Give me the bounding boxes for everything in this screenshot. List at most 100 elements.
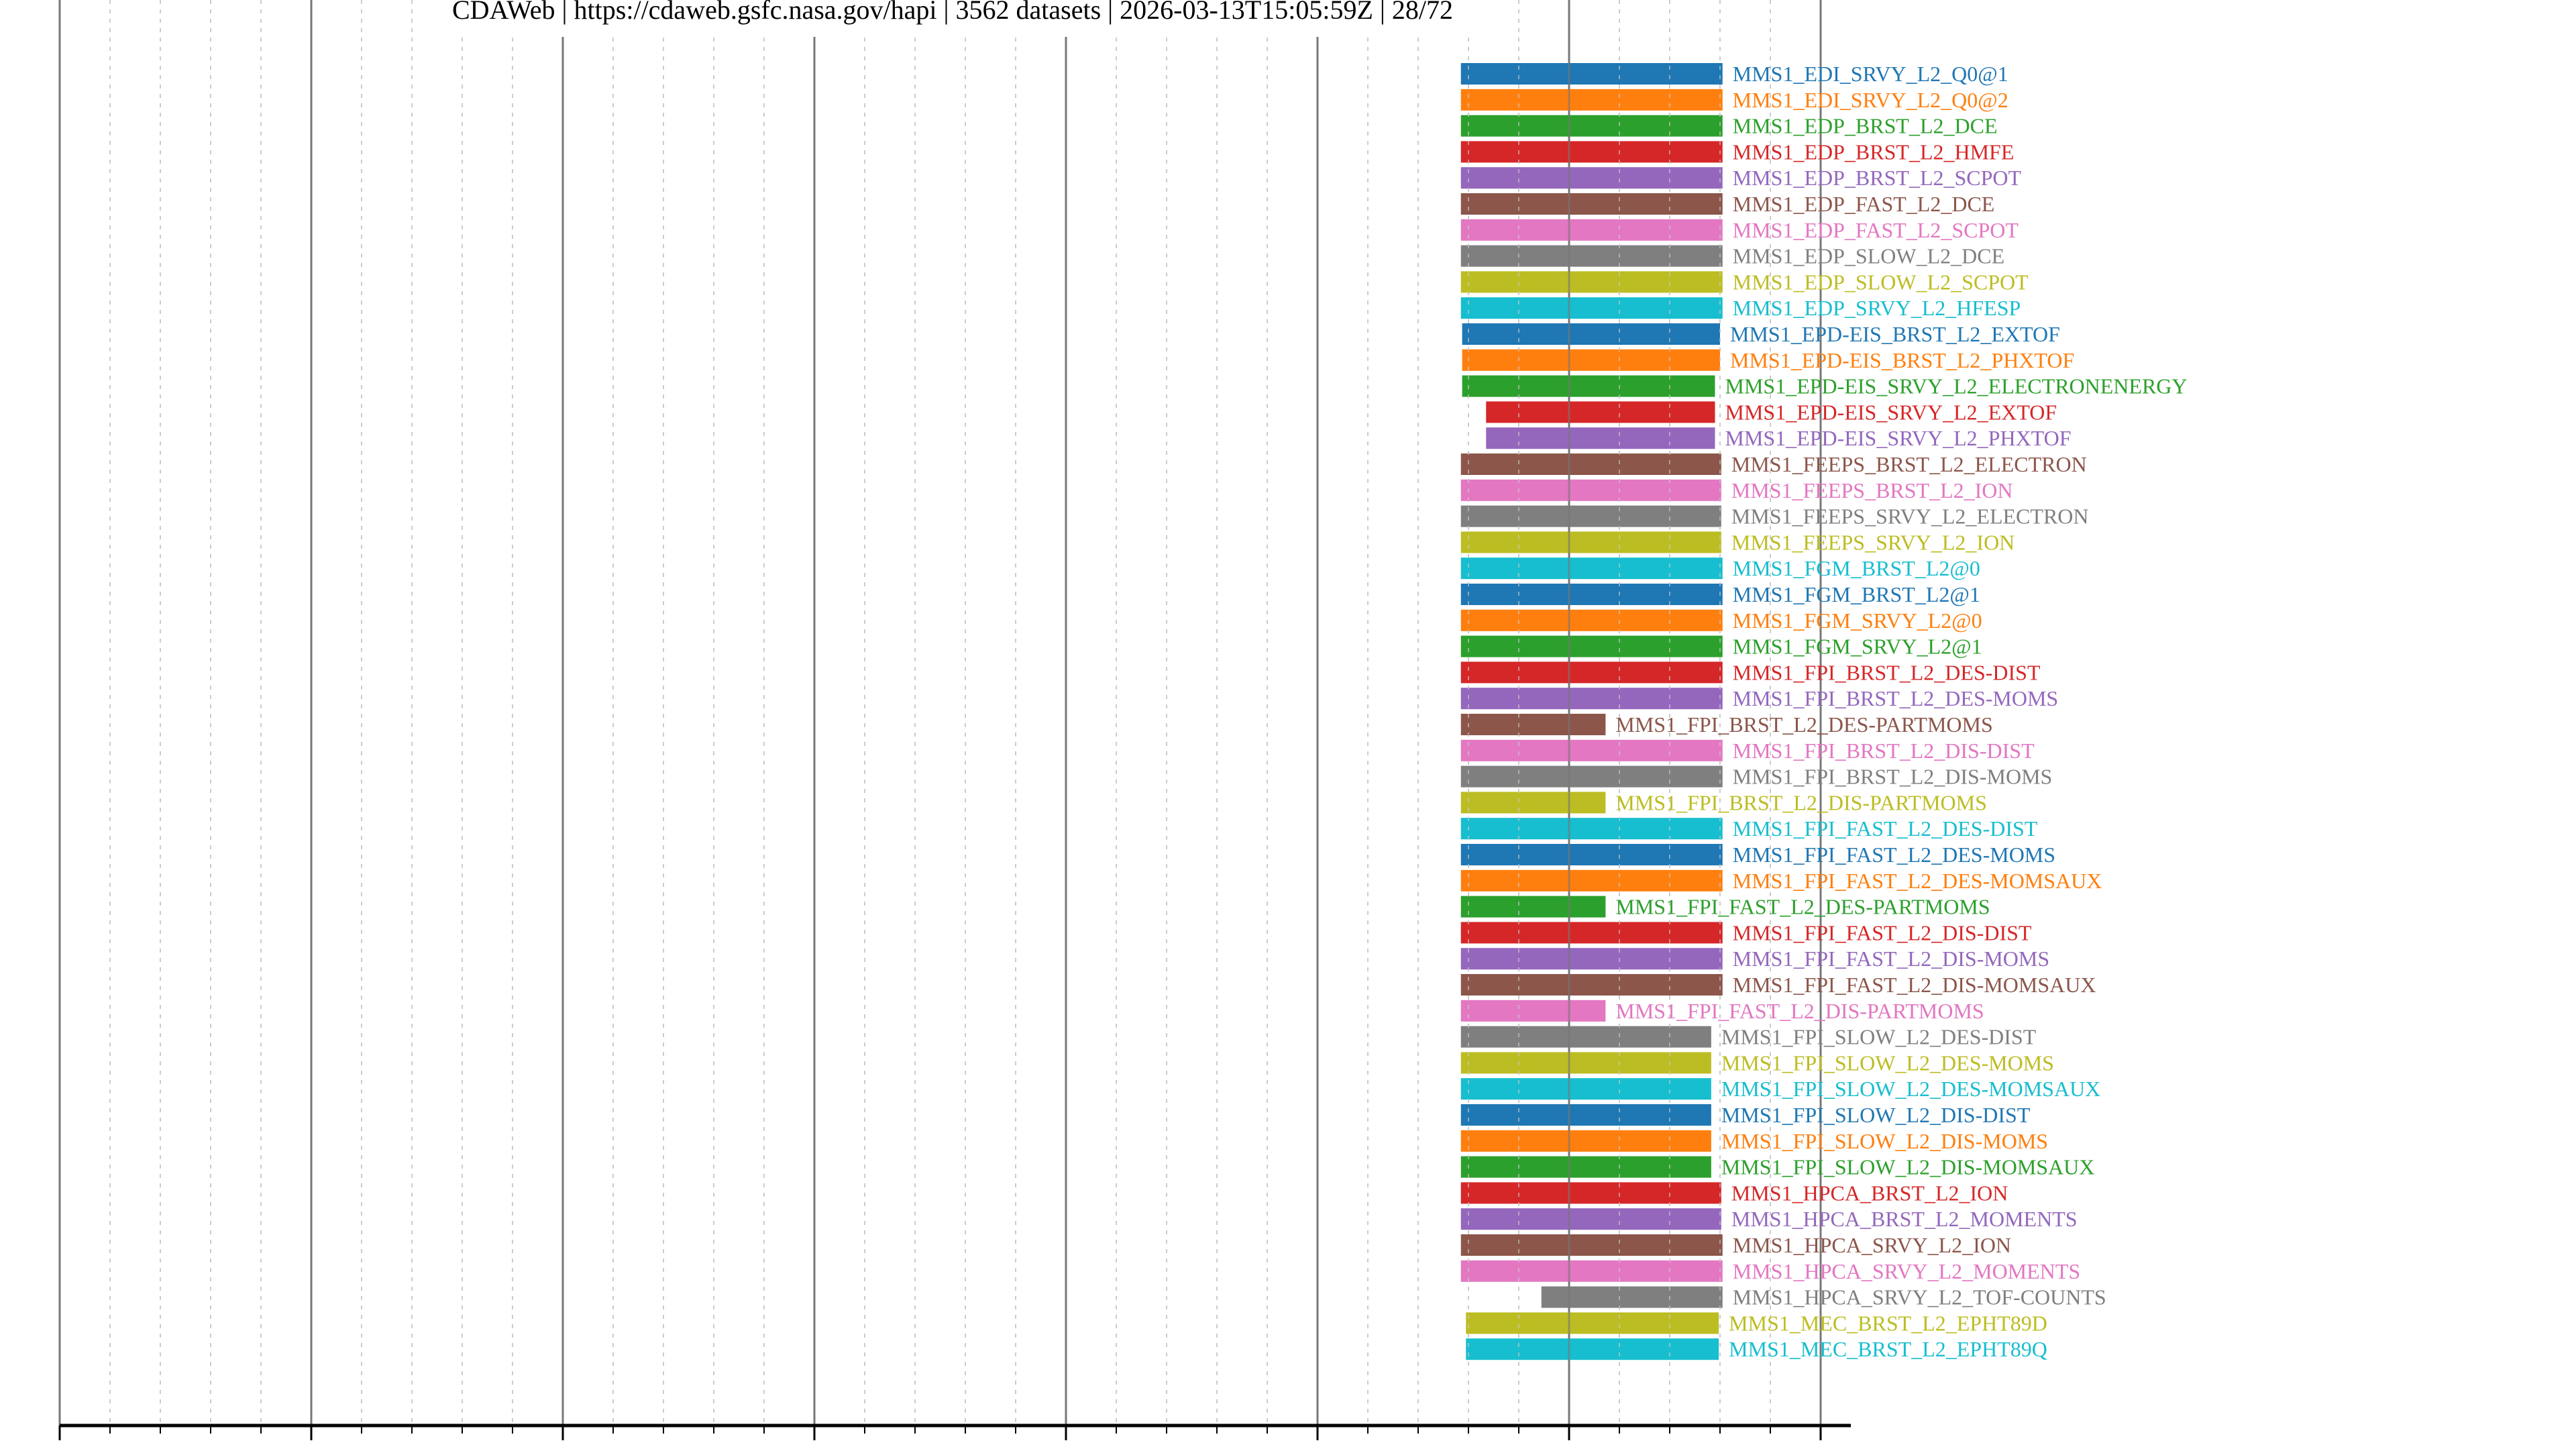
dataset-bar[interactable] bbox=[1460, 271, 1723, 293]
dataset-label[interactable]: MMS1_HPCA_BRST_L2_MOMENTS bbox=[1731, 1207, 2078, 1231]
dataset-label[interactable]: MMS1_FEEPS_SRVY_L2_ION bbox=[1731, 530, 2015, 554]
dataset-label[interactable]: MMS1_FPI_FAST_L2_DIS-DIST bbox=[1733, 920, 2032, 945]
dataset-bar[interactable] bbox=[1460, 141, 1723, 163]
dataset-bar[interactable] bbox=[1460, 609, 1723, 631]
dataset-label[interactable]: MMS1_FPI_FAST_L2_DES-MOMS bbox=[1733, 843, 2055, 867]
dataset-label[interactable]: MMS1_FPI_SLOW_L2_DES-DIST bbox=[1721, 1025, 2037, 1049]
dataset-bar[interactable] bbox=[1460, 1208, 1721, 1230]
dataset-bar[interactable] bbox=[1460, 584, 1723, 605]
dataset-label[interactable]: MMS1_FGM_BRST_L2@1 bbox=[1733, 582, 1980, 606]
dataset-label[interactable]: MMS1_EPD-EIS_SRVY_L2_EXTOF bbox=[1725, 400, 2057, 424]
dataset-label[interactable]: MMS1_HPCA_SRVY_L2_TOF-COUNTS bbox=[1733, 1285, 2106, 1309]
dataset-bar[interactable] bbox=[1460, 167, 1723, 189]
dataset-label[interactable]: MMS1_EPD-EIS_SRVY_L2_ELECTRONENERGY bbox=[1725, 374, 2188, 398]
dataset-bar[interactable] bbox=[1460, 531, 1721, 553]
dataset-bar[interactable] bbox=[1460, 219, 1723, 241]
dataset-bar[interactable] bbox=[1460, 193, 1723, 215]
dataset-label[interactable]: MMS1_EDI_SRVY_L2_Q0@2 bbox=[1733, 88, 2008, 112]
dataset-bar[interactable] bbox=[1460, 792, 1606, 814]
dataset-label[interactable]: MMS1_FPI_BRST_L2_DIS-PARTMOMS bbox=[1615, 790, 1987, 814]
dataset-label[interactable]: MMS1_FPI_SLOW_L2_DES-MOMS bbox=[1721, 1051, 2054, 1075]
dataset-bar[interactable] bbox=[1460, 635, 1723, 657]
dataset-label[interactable]: MMS1_EDI_SRVY_L2_Q0@1 bbox=[1733, 62, 2008, 86]
dataset-bar[interactable] bbox=[1460, 1104, 1711, 1126]
dataset-label[interactable]: MMS1_FPI_BRST_L2_DIS-MOMS bbox=[1733, 765, 2053, 789]
dataset-label[interactable]: MMS1_FGM_SRVY_L2@1 bbox=[1733, 635, 1982, 659]
dataset-bar[interactable] bbox=[1460, 765, 1723, 788]
dataset-bar[interactable] bbox=[1466, 1312, 1719, 1334]
dataset-bar[interactable] bbox=[1460, 688, 1723, 710]
dataset-label[interactable]: MMS1_EDP_FAST_L2_SCPOT bbox=[1733, 218, 2019, 242]
dataset-bar[interactable] bbox=[1460, 1156, 1711, 1178]
dataset-label[interactable]: MMS1_EDP_SLOW_L2_SCPOT bbox=[1733, 270, 2029, 294]
dataset-label[interactable]: MMS1_FPI_FAST_L2_DES-DIST bbox=[1733, 816, 2038, 841]
dataset-label[interactable]: MMS1_FPI_SLOW_L2_DIS-DIST bbox=[1721, 1103, 2031, 1127]
dataset-bar[interactable] bbox=[1460, 948, 1723, 970]
dataset-bar[interactable] bbox=[1460, 1000, 1606, 1022]
dataset-bar[interactable] bbox=[1460, 89, 1723, 111]
dataset-label[interactable]: MMS1_MEC_BRST_L2_EPHT89D bbox=[1729, 1311, 2047, 1335]
dataset-label[interactable]: MMS1_HPCA_SRVY_L2_ION bbox=[1733, 1233, 2011, 1257]
dataset-bar[interactable] bbox=[1462, 349, 1720, 371]
dataset-label[interactable]: MMS1_EPD-EIS_SRVY_L2_PHXTOF bbox=[1725, 426, 2072, 450]
dataset-label[interactable]: MMS1_FPI_FAST_L2_DIS-MOMSAUX bbox=[1733, 973, 2096, 997]
dataset-bar[interactable] bbox=[1462, 323, 1720, 345]
dataset-label[interactable]: MMS1_FPI_BRST_L2_DIS-DIST bbox=[1733, 739, 2035, 763]
dataset-bar[interactable] bbox=[1541, 1286, 1723, 1308]
dataset-bar[interactable] bbox=[1460, 739, 1723, 761]
dataset-label[interactable]: MMS1_FPI_SLOW_L2_DIS-MOMSAUX bbox=[1721, 1155, 2095, 1179]
dataset-label[interactable]: MMS1_EDP_FAST_L2_DCE bbox=[1733, 192, 1995, 216]
dataset-label[interactable]: MMS1_MEC_BRST_L2_EPHT89Q bbox=[1729, 1337, 2047, 1361]
dataset-bar[interactable] bbox=[1460, 896, 1606, 918]
dataset-label[interactable]: MMS1_FGM_SRVY_L2@0 bbox=[1733, 608, 1982, 633]
dataset-bar[interactable] bbox=[1460, 714, 1606, 735]
dataset-label[interactable]: MMS1_EPD-EIS_BRST_L2_EXTOF bbox=[1730, 322, 2060, 346]
dataset-label[interactable]: MMS1_FPI_SLOW_L2_DES-MOMSAUX bbox=[1721, 1077, 2100, 1101]
dataset-label[interactable]: MMS1_FGM_BRST_L2@0 bbox=[1733, 556, 1980, 580]
dataset-bar[interactable] bbox=[1460, 245, 1723, 267]
dataset-bar[interactable] bbox=[1486, 401, 1715, 423]
dataset-bar[interactable] bbox=[1460, 1130, 1711, 1152]
dataset-label[interactable]: MMS1_FPI_BRST_L2_DES-MOMS bbox=[1733, 686, 2058, 710]
dataset-label[interactable]: MMS1_EDP_BRST_L2_SCPOT bbox=[1733, 166, 2022, 190]
dataset-label[interactable]: MMS1_FPI_FAST_L2_DIS-PARTMOMS bbox=[1615, 999, 1984, 1023]
dataset-label[interactable]: MMS1_HPCA_BRST_L2_ION bbox=[1731, 1181, 2008, 1205]
dataset-bar[interactable] bbox=[1460, 557, 1723, 580]
dataset-bar[interactable] bbox=[1460, 1052, 1711, 1074]
dataset-bar[interactable] bbox=[1460, 1182, 1721, 1204]
dataset-bar[interactable] bbox=[1460, 115, 1723, 137]
dataset-bar[interactable] bbox=[1460, 1234, 1723, 1256]
dataset-label[interactable]: MMS1_EDP_BRST_L2_DCE bbox=[1733, 114, 1998, 138]
dataset-label[interactable]: MMS1_FPI_FAST_L2_DES-PARTMOMS bbox=[1615, 895, 1990, 919]
dataset-bar[interactable] bbox=[1462, 375, 1715, 397]
dataset-label[interactable]: MMS1_FPI_BRST_L2_DES-DIST bbox=[1733, 660, 2041, 684]
dataset-label[interactable]: MMS1_FEEPS_BRST_L2_ELECTRON bbox=[1731, 452, 2087, 476]
dataset-label[interactable]: MMS1_FPI_BRST_L2_DES-PARTMOMS bbox=[1615, 712, 1992, 737]
dataset-label[interactable]: MMS1_EDP_SRVY_L2_HFESP bbox=[1733, 296, 2021, 320]
dataset-label[interactable]: MMS1_HPCA_SRVY_L2_MOMENTS bbox=[1733, 1259, 2080, 1283]
dataset-bar[interactable] bbox=[1486, 427, 1715, 449]
dataset-bar[interactable] bbox=[1460, 453, 1721, 475]
dataset-bar[interactable] bbox=[1460, 505, 1721, 527]
dataset-bar[interactable] bbox=[1466, 1338, 1719, 1360]
dataset-bar[interactable] bbox=[1460, 1260, 1723, 1282]
dataset-label[interactable]: MMS1_FPI_FAST_L2_DIS-MOMS bbox=[1733, 947, 2049, 971]
dataset-label[interactable]: MMS1_EDP_BRST_L2_HMFE bbox=[1733, 140, 2015, 164]
dataset-bar[interactable] bbox=[1460, 297, 1723, 319]
dataset-bar[interactable] bbox=[1460, 818, 1723, 840]
dataset-bar[interactable] bbox=[1460, 1026, 1711, 1048]
dataset-label[interactable]: MMS1_EPD-EIS_BRST_L2_PHXTOF bbox=[1730, 348, 2074, 372]
dataset-bar[interactable] bbox=[1460, 869, 1723, 892]
dataset-bar[interactable] bbox=[1460, 661, 1723, 684]
dataset-bar[interactable] bbox=[1460, 1078, 1711, 1100]
dataset-bar[interactable] bbox=[1460, 479, 1721, 501]
dataset-label[interactable]: MMS1_EDP_SLOW_L2_DCE bbox=[1733, 244, 2004, 268]
dataset-bar[interactable] bbox=[1460, 922, 1723, 944]
dataset-bar[interactable] bbox=[1460, 844, 1723, 865]
dataset-bar[interactable] bbox=[1460, 974, 1723, 996]
dataset-label[interactable]: MMS1_FEEPS_SRVY_L2_ELECTRON bbox=[1731, 504, 2089, 529]
dataset-label[interactable]: MMS1_FPI_FAST_L2_DES-MOMSAUX bbox=[1733, 869, 2102, 893]
dataset-bar[interactable] bbox=[1460, 63, 1723, 85]
dataset-label[interactable]: MMS1_FEEPS_BRST_L2_ION bbox=[1731, 478, 2013, 502]
dataset-label[interactable]: MMS1_FPI_SLOW_L2_DIS-MOMS bbox=[1721, 1129, 2048, 1153]
